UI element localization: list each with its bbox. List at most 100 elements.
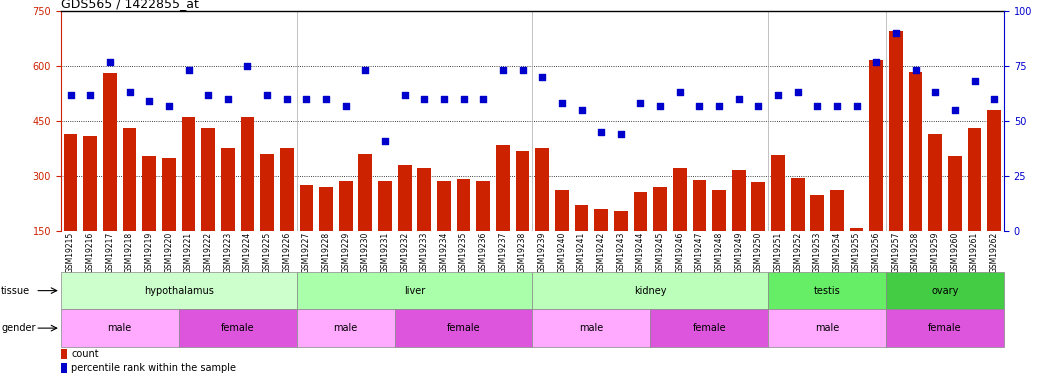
- Text: female: female: [693, 323, 726, 333]
- Point: [337, 103, 354, 109]
- Bar: [889, 32, 902, 285]
- Point: [416, 96, 433, 102]
- Bar: [532, 309, 650, 347]
- Text: GSM19229: GSM19229: [342, 232, 350, 273]
- Bar: [181, 117, 195, 285]
- Point: [809, 103, 826, 109]
- Bar: [791, 178, 805, 285]
- Text: GSM19242: GSM19242: [596, 232, 606, 273]
- Point: [160, 103, 177, 109]
- Bar: [536, 148, 549, 285]
- Point: [946, 107, 963, 113]
- Bar: [320, 187, 333, 285]
- Point: [122, 89, 138, 95]
- Bar: [297, 272, 532, 309]
- Text: male: male: [815, 323, 839, 333]
- Point: [102, 59, 118, 65]
- Point: [259, 92, 276, 98]
- Point: [632, 100, 649, 106]
- Point: [279, 96, 296, 102]
- Text: GSM19244: GSM19244: [636, 232, 645, 273]
- Bar: [84, 136, 97, 285]
- Point: [357, 68, 374, 74]
- Point: [239, 63, 256, 69]
- Text: GSM19226: GSM19226: [282, 232, 291, 273]
- Bar: [123, 128, 136, 285]
- Bar: [574, 205, 588, 285]
- Point: [829, 103, 846, 109]
- Text: female: female: [929, 323, 962, 333]
- Bar: [516, 151, 529, 285]
- Text: GSM19245: GSM19245: [656, 232, 664, 273]
- Text: GSM19251: GSM19251: [773, 232, 783, 273]
- Text: GSM19222: GSM19222: [203, 232, 213, 273]
- Bar: [634, 192, 648, 285]
- Text: GSM19232: GSM19232: [400, 232, 409, 273]
- Text: GSM19249: GSM19249: [735, 232, 743, 273]
- Bar: [221, 148, 235, 285]
- Bar: [378, 181, 392, 285]
- Bar: [732, 170, 745, 285]
- Text: GSM19241: GSM19241: [577, 232, 586, 273]
- Point: [926, 89, 943, 95]
- Point: [436, 96, 453, 102]
- Bar: [987, 110, 1001, 285]
- Bar: [751, 182, 765, 285]
- Point: [140, 98, 157, 104]
- Bar: [339, 181, 352, 285]
- Point: [868, 59, 885, 65]
- Text: GDS565 / 1422855_at: GDS565 / 1422855_at: [61, 0, 199, 10]
- Bar: [457, 179, 471, 285]
- Bar: [297, 309, 395, 347]
- Point: [573, 107, 590, 113]
- Point: [888, 30, 904, 36]
- Point: [495, 68, 511, 74]
- Bar: [496, 146, 509, 285]
- Point: [730, 96, 747, 102]
- Bar: [771, 154, 785, 285]
- Point: [553, 100, 570, 106]
- Point: [298, 96, 314, 102]
- Bar: [909, 72, 922, 285]
- Text: GSM19243: GSM19243: [616, 232, 626, 273]
- Point: [769, 92, 786, 98]
- Text: GSM19239: GSM19239: [538, 232, 547, 273]
- Text: GSM19220: GSM19220: [165, 232, 173, 273]
- Bar: [61, 349, 67, 358]
- Text: GSM19248: GSM19248: [715, 232, 723, 273]
- Bar: [532, 272, 768, 309]
- Text: GSM19257: GSM19257: [892, 232, 900, 273]
- Bar: [967, 128, 981, 285]
- Bar: [61, 309, 178, 347]
- Text: GSM19234: GSM19234: [439, 232, 449, 273]
- Text: GSM19258: GSM19258: [911, 232, 920, 273]
- Text: GSM19238: GSM19238: [518, 232, 527, 273]
- Text: GSM19259: GSM19259: [931, 232, 940, 273]
- Point: [612, 131, 629, 137]
- Bar: [64, 134, 78, 285]
- Text: ovary: ovary: [932, 286, 959, 296]
- Bar: [437, 181, 451, 285]
- Text: count: count: [71, 349, 99, 359]
- Bar: [477, 180, 490, 285]
- Bar: [300, 185, 313, 285]
- Point: [750, 103, 767, 109]
- Text: male: male: [580, 323, 604, 333]
- Text: GSM19225: GSM19225: [263, 232, 271, 273]
- Bar: [103, 74, 116, 285]
- Bar: [870, 60, 883, 285]
- Text: GSM19223: GSM19223: [223, 232, 233, 273]
- Text: GSM19254: GSM19254: [832, 232, 842, 273]
- Text: GSM19261: GSM19261: [970, 232, 979, 273]
- Text: GSM19246: GSM19246: [675, 232, 684, 273]
- Text: GSM19219: GSM19219: [145, 232, 154, 273]
- Text: GSM19216: GSM19216: [86, 232, 94, 273]
- Bar: [830, 190, 844, 285]
- Point: [848, 103, 865, 109]
- Bar: [241, 117, 255, 285]
- Bar: [713, 190, 726, 285]
- Point: [515, 68, 531, 74]
- Bar: [395, 309, 532, 347]
- Text: GSM19262: GSM19262: [989, 232, 999, 273]
- Bar: [768, 309, 886, 347]
